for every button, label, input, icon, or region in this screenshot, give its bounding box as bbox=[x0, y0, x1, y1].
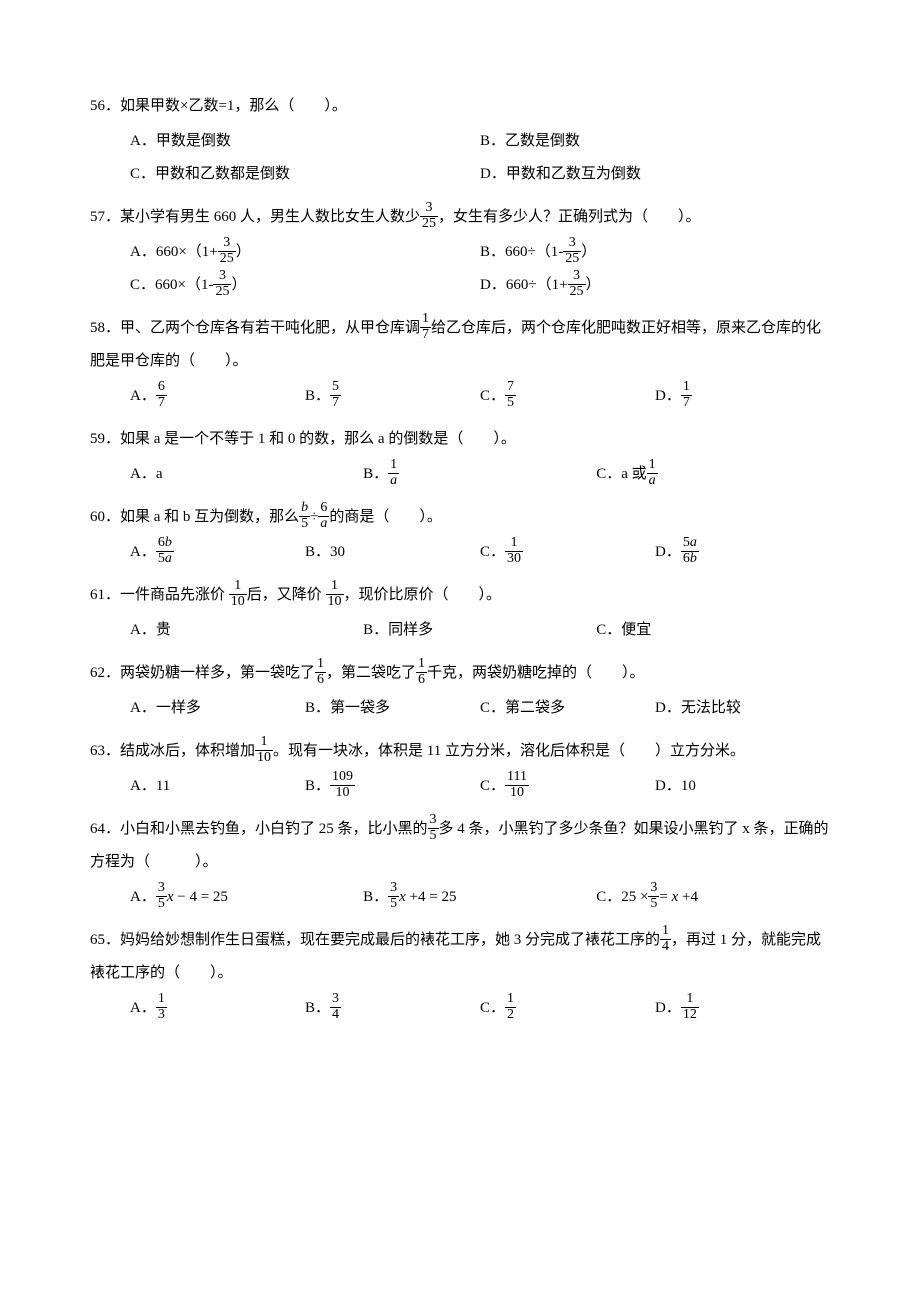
question-62: 62．两袋奶糖一样多，第一袋吃了16，第二袋吃了16千克，两袋奶糖吃掉的（ ）。… bbox=[90, 657, 830, 725]
question-options: A．aB．1aC．a 或1a bbox=[90, 458, 830, 491]
question-stem: 58．甲、乙两个仓库各有若干吨化肥，从甲仓库调17给乙仓库后，两个仓库化肥吨数正… bbox=[90, 312, 830, 378]
question-stem: 57．某小学有男生 660 人，男生人数比女生人数少325，女生有多少人？正确列… bbox=[90, 201, 830, 234]
question-63: 63．结成冰后，体积增加110。现有一块冰，体积是 11 立方分米，溶化后体积是… bbox=[90, 735, 830, 803]
option-b: B．57 bbox=[305, 380, 480, 413]
question-61: 61．一件商品先涨价 110后，又降价 110，现价比原价（ ）。A．贵B．同样… bbox=[90, 579, 830, 647]
option-d: D．甲数和乙数互为倒数 bbox=[480, 158, 830, 191]
question-stem: 64．小白和小黑去钓鱼，小白钓了 25 条，比小黑的35多 4 条，小黑钓了多少… bbox=[90, 813, 830, 879]
option-b: B．30 bbox=[305, 536, 480, 569]
option-d: D．5a6b bbox=[655, 536, 830, 569]
question-stem: 62．两袋奶糖一样多，第一袋吃了16，第二袋吃了16千克，两袋奶糖吃掉的（ ）。 bbox=[90, 657, 830, 690]
option-a: A．一样多 bbox=[130, 692, 305, 725]
option-b: B．乙数是倒数 bbox=[480, 125, 830, 158]
question-59: 59．如果 a 是一个不等于 1 和 0 的数，那么 a 的倒数是（ ）。A．a… bbox=[90, 423, 830, 491]
option-b: B．10910 bbox=[305, 770, 480, 803]
question-options: A．6b5aB．30C．130D．5a6b bbox=[90, 536, 830, 569]
question-stem: 65．妈妈给妙想制作生日蛋糕，现在要完成最后的裱花工序，她 3 分完成了裱花工序… bbox=[90, 924, 830, 990]
question-options: A．11B．10910C．11110D．10 bbox=[90, 770, 830, 803]
question-stem: 59．如果 a 是一个不等于 1 和 0 的数，那么 a 的倒数是（ ）。 bbox=[90, 423, 830, 456]
question-options: A．13B．34C．12D．112 bbox=[90, 992, 830, 1025]
option-b: B．同样多 bbox=[363, 614, 596, 647]
option-b: B．34 bbox=[305, 992, 480, 1025]
option-a: A．11 bbox=[130, 770, 305, 803]
option-c: C．便宜 bbox=[596, 614, 829, 647]
option-a: A．贵 bbox=[130, 614, 363, 647]
option-a: A．甲数是倒数 bbox=[130, 125, 480, 158]
option-c: C．11110 bbox=[480, 770, 655, 803]
option-c: C．130 bbox=[480, 536, 655, 569]
option-b: B．第一袋多 bbox=[305, 692, 480, 725]
option-d: D．17 bbox=[655, 380, 830, 413]
option-b: B．1a bbox=[363, 458, 596, 491]
option-a: A．660×（1+325） bbox=[130, 236, 480, 269]
option-c: C．第二袋多 bbox=[480, 692, 655, 725]
option-a: A．13 bbox=[130, 992, 305, 1025]
option-a: A．6b5a bbox=[130, 536, 305, 569]
option-c: C．12 bbox=[480, 992, 655, 1025]
option-c: C．75 bbox=[480, 380, 655, 413]
question-options: A．贵B．同样多C．便宜 bbox=[90, 614, 830, 647]
option-c: C．25 ×35= x +4 bbox=[596, 881, 829, 914]
option-c: C．a 或1a bbox=[596, 458, 829, 491]
question-options: A．35x − 4 = 25B．35x +4 = 25C．25 ×35= x +… bbox=[90, 881, 830, 914]
option-d: D．112 bbox=[655, 992, 830, 1025]
question-65: 65．妈妈给妙想制作生日蛋糕，现在要完成最后的裱花工序，她 3 分完成了裱花工序… bbox=[90, 924, 830, 1025]
option-c: C．甲数和乙数都是倒数 bbox=[130, 158, 480, 191]
question-stem: 61．一件商品先涨价 110后，又降价 110，现价比原价（ ）。 bbox=[90, 579, 830, 612]
option-c: C．660×（1-325） bbox=[130, 269, 480, 302]
option-b: B．660÷（1-325） bbox=[480, 236, 830, 269]
question-stem: 60．如果 a 和 b 互为倒数，那么b5÷6a的商是（ ）。 bbox=[90, 501, 830, 534]
option-a: A．a bbox=[130, 458, 363, 491]
question-stem: 63．结成冰后，体积增加110。现有一块冰，体积是 11 立方分米，溶化后体积是… bbox=[90, 735, 830, 768]
question-options: A．甲数是倒数B．乙数是倒数C．甲数和乙数都是倒数D．甲数和乙数互为倒数 bbox=[90, 125, 830, 191]
question-57: 57．某小学有男生 660 人，男生人数比女生人数少325，女生有多少人？正确列… bbox=[90, 201, 830, 302]
question-60: 60．如果 a 和 b 互为倒数，那么b5÷6a的商是（ ）。A．6b5aB．3… bbox=[90, 501, 830, 569]
option-d: D．无法比较 bbox=[655, 692, 830, 725]
option-a: A．67 bbox=[130, 380, 305, 413]
question-options: A．67B．57C．75D．17 bbox=[90, 380, 830, 413]
question-58: 58．甲、乙两个仓库各有若干吨化肥，从甲仓库调17给乙仓库后，两个仓库化肥吨数正… bbox=[90, 312, 830, 413]
option-d: D．10 bbox=[655, 770, 830, 803]
option-a: A．35x − 4 = 25 bbox=[130, 881, 363, 914]
question-stem: 56．如果甲数×乙数=1，那么（ ）。 bbox=[90, 90, 830, 123]
question-options: A．一样多B．第一袋多C．第二袋多D．无法比较 bbox=[90, 692, 830, 725]
option-b: B．35x +4 = 25 bbox=[363, 881, 596, 914]
option-d: D．660÷（1+325） bbox=[480, 269, 830, 302]
question-64: 64．小白和小黑去钓鱼，小白钓了 25 条，比小黑的35多 4 条，小黑钓了多少… bbox=[90, 813, 830, 914]
question-options: A．660×（1+325）B．660÷（1-325）C．660×（1-325）D… bbox=[90, 236, 830, 302]
question-56: 56．如果甲数×乙数=1，那么（ ）。A．甲数是倒数B．乙数是倒数C．甲数和乙数… bbox=[90, 90, 830, 191]
page: 56．如果甲数×乙数=1，那么（ ）。A．甲数是倒数B．乙数是倒数C．甲数和乙数… bbox=[0, 0, 920, 1025]
